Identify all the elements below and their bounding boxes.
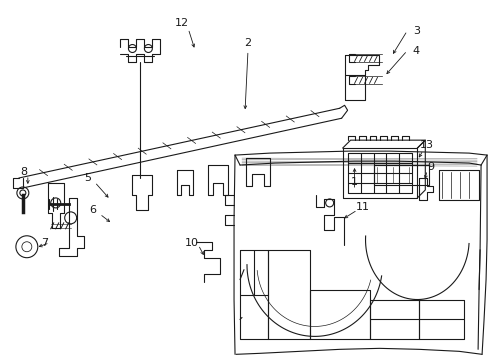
Text: 1: 1: [350, 177, 357, 187]
Text: 2: 2: [244, 37, 251, 48]
Text: 8: 8: [20, 167, 27, 177]
Text: 12: 12: [175, 18, 189, 28]
Text: 7: 7: [41, 238, 48, 248]
Text: 4: 4: [412, 45, 419, 55]
Text: 6: 6: [89, 205, 96, 215]
Text: 13: 13: [419, 140, 433, 150]
Text: 3: 3: [412, 26, 419, 36]
Text: 9: 9: [427, 162, 434, 172]
Text: 5: 5: [84, 173, 91, 183]
Text: 11: 11: [355, 202, 369, 212]
Text: 10: 10: [185, 238, 199, 248]
